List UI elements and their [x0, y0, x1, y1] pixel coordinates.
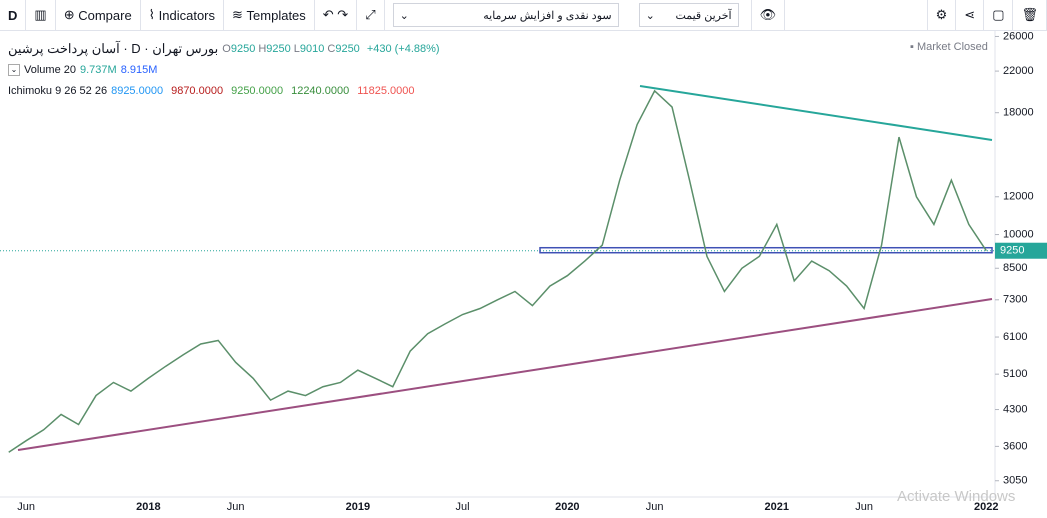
y-tick-label: 4300 — [1003, 403, 1027, 415]
watermark: Activate Windows — [897, 488, 1015, 505]
settings-button[interactable]: ⚙ — [926, 0, 957, 30]
snapshot-button[interactable]: ▢ — [984, 0, 1014, 30]
market-status: ▪ Market Closed — [910, 41, 988, 53]
legend-value: 11825.0000 — [357, 84, 415, 97]
chart-type-button[interactable]: ▥ — [26, 0, 56, 30]
legend-value: 9250.0000 — [231, 84, 284, 97]
y-tick-label: 18000 — [1003, 107, 1034, 119]
y-tick-label: 8500 — [1003, 262, 1027, 274]
price-level — [539, 246, 993, 254]
volume-value: 8.915M — [120, 63, 158, 76]
x-tick-label: Jun — [855, 501, 873, 513]
y-tick-label: 26000 — [1003, 30, 1034, 42]
x-tick-label: 2020 — [555, 501, 579, 513]
legend-value: O — [222, 42, 231, 55]
label: سود نقدی و افزایش سرمایه — [483, 9, 612, 22]
y-tick-label: 7300 — [1003, 294, 1027, 306]
legend-value: 9870.0000 — [171, 84, 224, 97]
legend-value: 12240.0000 — [291, 84, 350, 97]
share-button[interactable]: ⋖ — [956, 0, 985, 30]
legend-value: 8925.0000 — [111, 84, 164, 97]
x-tick-label: 2021 — [765, 501, 789, 513]
x-tick-label: Jul — [456, 501, 470, 513]
change: +430 (+4.88%) — [366, 42, 440, 55]
compare-button[interactable]: ⊕ Compare — [56, 0, 141, 30]
price-badge — [995, 242, 1047, 259]
label: آخرین قیمت — [675, 9, 732, 22]
volume-value: 9.737M — [79, 63, 117, 76]
legend-row: Ichimoku 9 26 52 26 8925.0000 9870.0000 92… — [8, 80, 440, 101]
legend-value: 9250 — [230, 42, 256, 55]
ohlc: O9250 H9250 L9010 C9250 — [222, 43, 363, 55]
y-tick-label: 6100 — [1003, 331, 1027, 343]
undo-redo[interactable]: ↶ ↷ — [315, 0, 358, 30]
legend-value: 9250 — [335, 42, 360, 55]
ichimoku-label: Ichimoku 9 26 52 26 — [8, 84, 108, 97]
price-line — [8, 89, 987, 453]
x-tick-label: 2019 — [346, 501, 370, 513]
fullscreen-button[interactable]: ⤢ — [357, 0, 385, 30]
legend-value: C — [327, 42, 336, 55]
templates-button[interactable]: ≋ Templates — [224, 0, 315, 30]
x-tick-label: 2018 — [136, 501, 160, 513]
legend-value: 9010 — [299, 42, 325, 55]
y-tick-label: 10000 — [1003, 228, 1034, 240]
x-tick-label: Jun — [17, 501, 35, 513]
price-badge-label: 9250 — [1000, 245, 1024, 257]
y-tick-label: 3600 — [1003, 440, 1027, 452]
legend-row: ⌄ Volume 20 9.737M 8.915M — [8, 59, 440, 80]
symbol-button[interactable]: D — [0, 0, 27, 30]
y-tick-label: 3050 — [1003, 475, 1027, 487]
y-tick-label: 22000 — [1003, 65, 1034, 77]
dropdown[interactable]: ⌄ سود نقدی و افزایش سرمایه — [392, 3, 619, 27]
trend-line — [17, 298, 993, 451]
legend-value: L — [293, 42, 300, 55]
label: Templates — [246, 7, 306, 23]
label: Market Closed — [916, 41, 988, 53]
x-tick-label: Jun — [646, 501, 664, 513]
legend-row: آسان پرداخت پرشین · D · بورس تهران O9250… — [8, 38, 440, 59]
x-tick-label: 2022 — [974, 501, 998, 513]
volume-label: Volume 20 — [24, 63, 76, 76]
legend: آسان پرداخت پرشین · D · بورس تهران O9250… — [8, 38, 440, 101]
dropdown[interactable]: ⌄ آخرین قیمت — [638, 3, 739, 27]
legend-value: H — [258, 42, 267, 55]
symbol-title: آسان پرداخت پرشین · D · بورس تهران — [8, 40, 219, 56]
legend-value: 9250 — [266, 42, 291, 55]
y-tick-label: 12000 — [1003, 191, 1034, 203]
label: Indicators — [158, 7, 216, 23]
delete-button[interactable]: 🗑 — [1013, 0, 1047, 30]
collapse[interactable]: ⌄ — [8, 63, 20, 76]
trend-line — [639, 85, 993, 141]
visibility-button[interactable]: 👁 — [750, 0, 786, 30]
price-axis — [995, 0, 1047, 518]
label: Compare — [78, 7, 132, 23]
x-tick-label: Jun — [227, 501, 245, 513]
ichimoku-values: 8925.0000 9870.0000 9250.0000 12240.0000 118… — [111, 85, 422, 97]
indicators-button[interactable]: ⌇ Indicators — [141, 0, 225, 30]
toolbar: D ▥ ⊕ Compare ⌇ Indicators ≋ Templates ↶… — [0, 0, 1047, 31]
y-tick-label: 5100 — [1003, 368, 1027, 380]
